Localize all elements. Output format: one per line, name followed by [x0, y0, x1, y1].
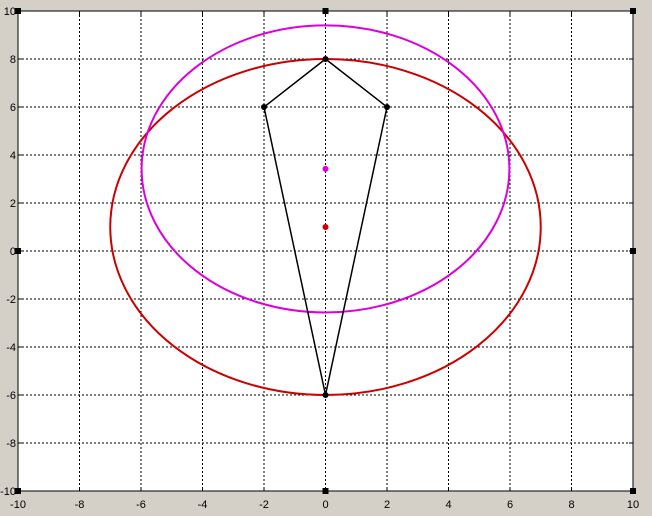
y-tick-label: -6: [6, 390, 16, 402]
axis-ticks: [17, 10, 634, 492]
resize-handle[interactable]: [630, 8, 636, 14]
resize-handle[interactable]: [15, 248, 21, 254]
x-tick-label: -6: [136, 499, 146, 511]
x-tick-label: 2: [384, 499, 390, 511]
center-point: [322, 165, 329, 172]
vertex-point: [322, 56, 329, 62]
y-tick-label: -10: [0, 486, 16, 498]
y-tick-label: 10: [4, 6, 16, 18]
y-tick-labels: -10 -8 -6 -4 -2 0 2 4 6 8 10: [0, 6, 16, 498]
x-tick-label: -2: [259, 499, 269, 511]
y-tick-label: -4: [6, 342, 16, 354]
resize-handle[interactable]: [630, 488, 636, 494]
resize-handle[interactable]: [630, 248, 636, 254]
x-tick-label: 6: [507, 499, 513, 511]
x-tick-labels: -10 -8 -6 -4 -2 0 2 4 6 8 10: [10, 499, 639, 511]
vertex-point: [322, 392, 329, 398]
y-tick-label: 8: [10, 54, 16, 66]
points: [261, 56, 390, 398]
x-tick-label: -8: [75, 499, 85, 511]
y-tick-label: 2: [10, 198, 16, 210]
circle-curve: [140, 24, 511, 314]
y-tick-label: -2: [6, 294, 16, 306]
x-tick-label: -10: [10, 499, 26, 511]
y-tick-label: -8: [6, 438, 16, 450]
vertex-point: [261, 104, 267, 110]
resize-handle[interactable]: [322, 8, 329, 14]
x-tick-label: -4: [198, 499, 208, 511]
edge-handles[interactable]: [15, 8, 636, 494]
x-tick-label: 8: [568, 499, 574, 511]
center-point: [322, 224, 329, 230]
x-tick-label: 4: [445, 499, 451, 511]
x-tick-label: 10: [627, 499, 639, 511]
y-tick-label: 0: [10, 246, 16, 258]
y-tick-label: 6: [10, 102, 16, 114]
resize-handle[interactable]: [322, 488, 329, 494]
resize-handle[interactable]: [15, 8, 21, 14]
vertex-point: [384, 104, 390, 110]
grid-lines: [18, 11, 633, 491]
y-tick-label: 4: [10, 150, 16, 162]
resize-handle[interactable]: [15, 488, 21, 494]
x-tick-label: 0: [322, 499, 328, 511]
